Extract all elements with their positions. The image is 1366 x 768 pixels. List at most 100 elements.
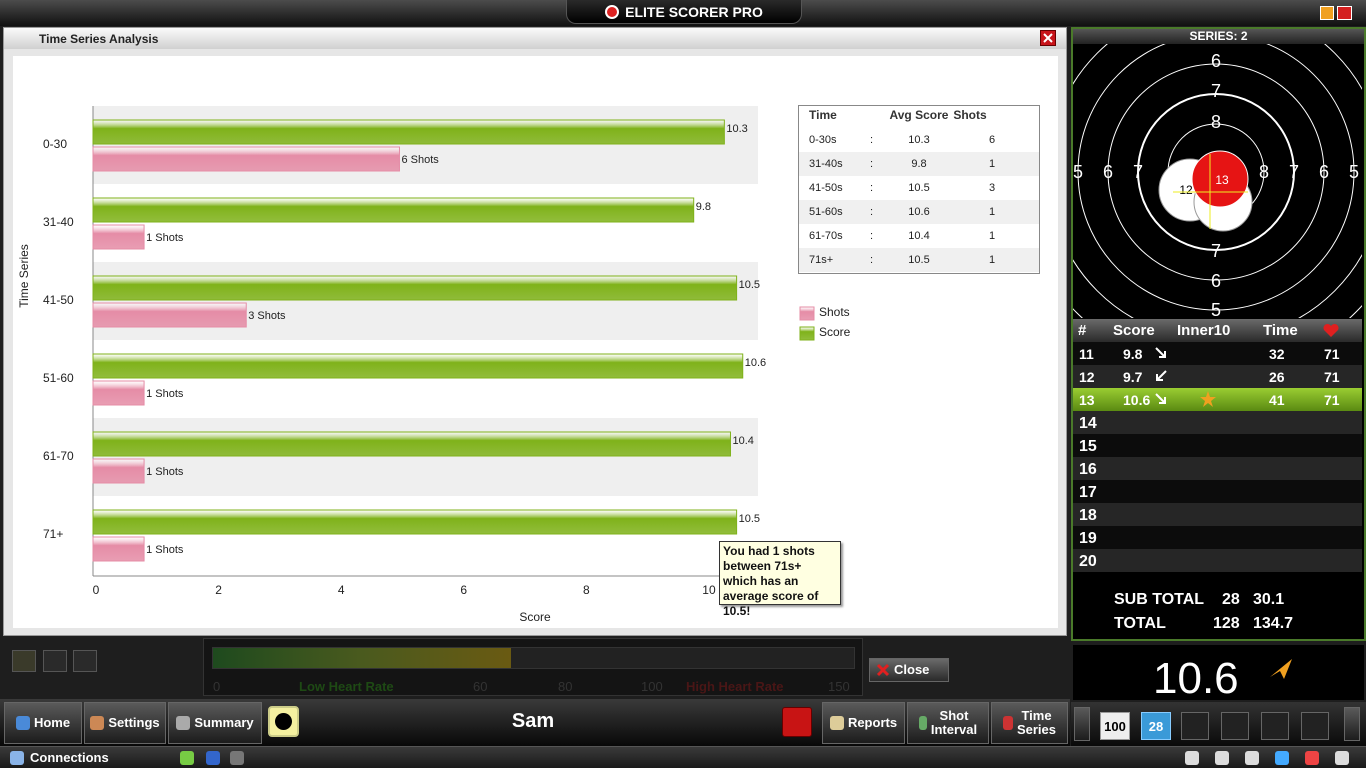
shot-label: 13 — [1215, 173, 1229, 187]
settings-icon — [90, 716, 105, 730]
shot-row: 19 — [1073, 526, 1362, 549]
status-icon[interactable] — [1185, 751, 1199, 765]
shot-row: 14 — [1073, 411, 1362, 434]
shot-heart-rate: 71 — [1324, 392, 1340, 408]
heart — [1323, 323, 1339, 337]
summary-icon — [176, 716, 191, 730]
status-icon[interactable] — [1275, 751, 1289, 765]
table-cell: 31-40s — [809, 158, 843, 170]
nav-series[interactable] — [1221, 712, 1249, 740]
settings-button[interactable]: Settings — [84, 702, 166, 744]
nav-series[interactable]: 28 — [1141, 712, 1171, 740]
total-label: SUB TOTAL — [1114, 591, 1205, 608]
value-label: 1 Shots — [146, 544, 184, 556]
table-cell: : — [870, 254, 873, 266]
nav-series[interactable] — [1301, 712, 1329, 740]
value-label: 1 Shots — [146, 232, 184, 244]
shot-interval-button[interactable]: Shot Interval — [907, 702, 989, 744]
x-axis-label: Score — [519, 610, 551, 624]
zoom-in-icon[interactable] — [43, 650, 67, 672]
ring-label: 7 — [1211, 241, 1221, 261]
label-line: Time — [1021, 708, 1052, 723]
shooter-name: Sam — [511, 710, 555, 732]
ring-label: 6 — [1211, 271, 1221, 291]
shot-number: 17 — [1079, 484, 1097, 501]
summary-label: Summary — [194, 715, 254, 730]
reports-button[interactable]: Reports — [822, 702, 905, 744]
close-button[interactable]: Close — [869, 658, 949, 682]
app-icon — [605, 4, 620, 19]
table-cell: 51-60s — [809, 206, 843, 218]
home-button[interactable]: Home — [4, 702, 82, 744]
title-bar: ELITE SCORER PRO — [0, 0, 1366, 26]
direction-arrow — [1156, 370, 1167, 381]
nav-series[interactable] — [1181, 712, 1209, 740]
shot-time: 32 — [1269, 346, 1285, 362]
arrow — [1155, 393, 1166, 404]
value-label: 3 Shots — [248, 310, 286, 322]
window-close-button[interactable] — [1337, 6, 1352, 20]
heart-icon — [1323, 323, 1339, 337]
minimize-button[interactable] — [1320, 6, 1334, 20]
value-label: 1 Shots — [146, 466, 184, 478]
table-cell: : — [870, 206, 873, 218]
category-label: 0-30 — [43, 137, 67, 151]
shot-interval-label: Shot Interval — [931, 709, 977, 737]
dialog-close[interactable] — [1040, 30, 1056, 46]
nav-next[interactable] — [1344, 707, 1360, 741]
table-cell: 71s+ — [809, 254, 833, 266]
table-cell: 6 — [989, 134, 995, 146]
status-icon[interactable] — [1335, 751, 1349, 765]
direction-arrow — [1155, 347, 1166, 358]
nav-series[interactable] — [1261, 712, 1289, 740]
bar — [92, 353, 744, 379]
status-icon[interactable] — [1215, 751, 1229, 765]
status-icon[interactable] — [1305, 751, 1319, 765]
time-series-label: Time Series — [1017, 709, 1056, 737]
nav-series[interactable]: 100 — [1100, 712, 1130, 740]
connections-label[interactable]: Connections — [30, 750, 109, 765]
category-label: 41-50 — [43, 293, 74, 307]
x-tick-label: 2 — [215, 583, 222, 597]
target-ring — [1137, 93, 1295, 251]
total-label: TOTAL — [1114, 615, 1166, 632]
time-series-button[interactable]: Time Series — [991, 702, 1068, 744]
shot-number: 15 — [1079, 438, 1097, 455]
status-icon[interactable] — [1245, 751, 1259, 765]
table-cell: 61-70s — [809, 230, 843, 242]
shot-number: 18 — [1079, 507, 1097, 524]
nav-prev[interactable] — [1074, 707, 1090, 741]
table-row-shade — [799, 248, 1039, 272]
target-ring — [1077, 44, 1355, 311]
table-cell: 10.3 — [908, 134, 929, 146]
table-cell: : — [870, 182, 873, 194]
column-header: Inner10 — [1177, 322, 1231, 339]
home-label: Home — [33, 715, 71, 730]
dialog-header: Time Series Analysis — [4, 28, 1066, 49]
star — [1200, 391, 1216, 407]
heart-rate-panel: 0 Low Heart Rate 60 80 100 High Heart Rate 150 — [203, 638, 863, 696]
band-shade — [93, 418, 758, 496]
close-label: Close — [894, 662, 930, 677]
shot-hole-current — [1191, 150, 1249, 208]
x-tick-label: 8 — [583, 583, 590, 597]
bar — [92, 146, 400, 172]
ring-label: 8 — [1211, 112, 1221, 132]
ring-label: 6 — [1103, 162, 1113, 182]
heart-rate-label: 0 — [213, 679, 221, 694]
value-label: 6 Shots — [401, 154, 439, 166]
stop-button[interactable] — [782, 707, 812, 737]
table-cell: 1 — [989, 206, 995, 218]
table-cell: 1 — [989, 254, 995, 266]
column-header: # — [1078, 322, 1087, 339]
summary-button[interactable]: Summary — [168, 702, 262, 744]
shot-row: 12 9.7 26 71 — [1073, 365, 1362, 388]
bar — [92, 536, 145, 562]
zoom-out-icon[interactable] — [73, 650, 97, 672]
shot-row: 15 — [1073, 434, 1362, 457]
tool-icon[interactable] — [12, 650, 36, 672]
ring-label: 7 — [1133, 162, 1143, 182]
x-tick-label: 0 — [93, 583, 100, 597]
table-row-shade — [799, 200, 1039, 224]
target-toggle[interactable] — [268, 706, 299, 737]
